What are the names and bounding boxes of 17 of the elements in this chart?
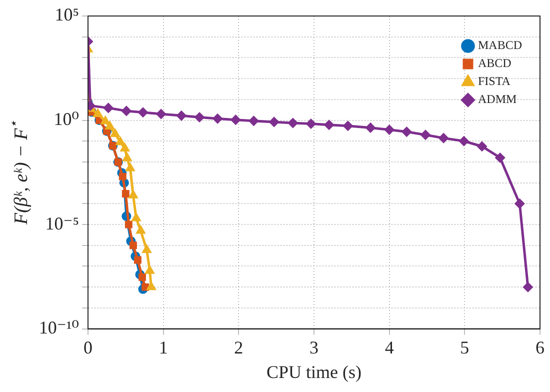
- y-axis-title: F(βᵏ, eᵏ) − F⋆: [6, 120, 32, 226]
- x-tick-label: 3: [310, 337, 318, 358]
- x-tick-label: 5: [460, 337, 470, 358]
- x-tick-label: 4: [384, 337, 394, 358]
- y-tick-label: 10⁵: [54, 4, 79, 25]
- y-tick-label: 10⁻¹⁰: [38, 318, 79, 338]
- legend-label: MABCD: [478, 38, 522, 52]
- legend-label: ABCD: [478, 56, 512, 70]
- y-tick-label: 10⁰: [54, 109, 79, 129]
- legend-label: FISTA: [478, 74, 511, 88]
- x-tick-label: 0: [84, 337, 92, 358]
- legend-label: ADMM: [478, 92, 517, 106]
- x-tick-label: 1: [158, 337, 168, 358]
- x-tick-label: 6: [536, 337, 544, 358]
- x-tick-label: 2: [234, 337, 244, 358]
- y-tick-label: 10⁻⁵: [45, 213, 79, 234]
- x-axis-title: CPU time (s): [266, 362, 362, 382]
